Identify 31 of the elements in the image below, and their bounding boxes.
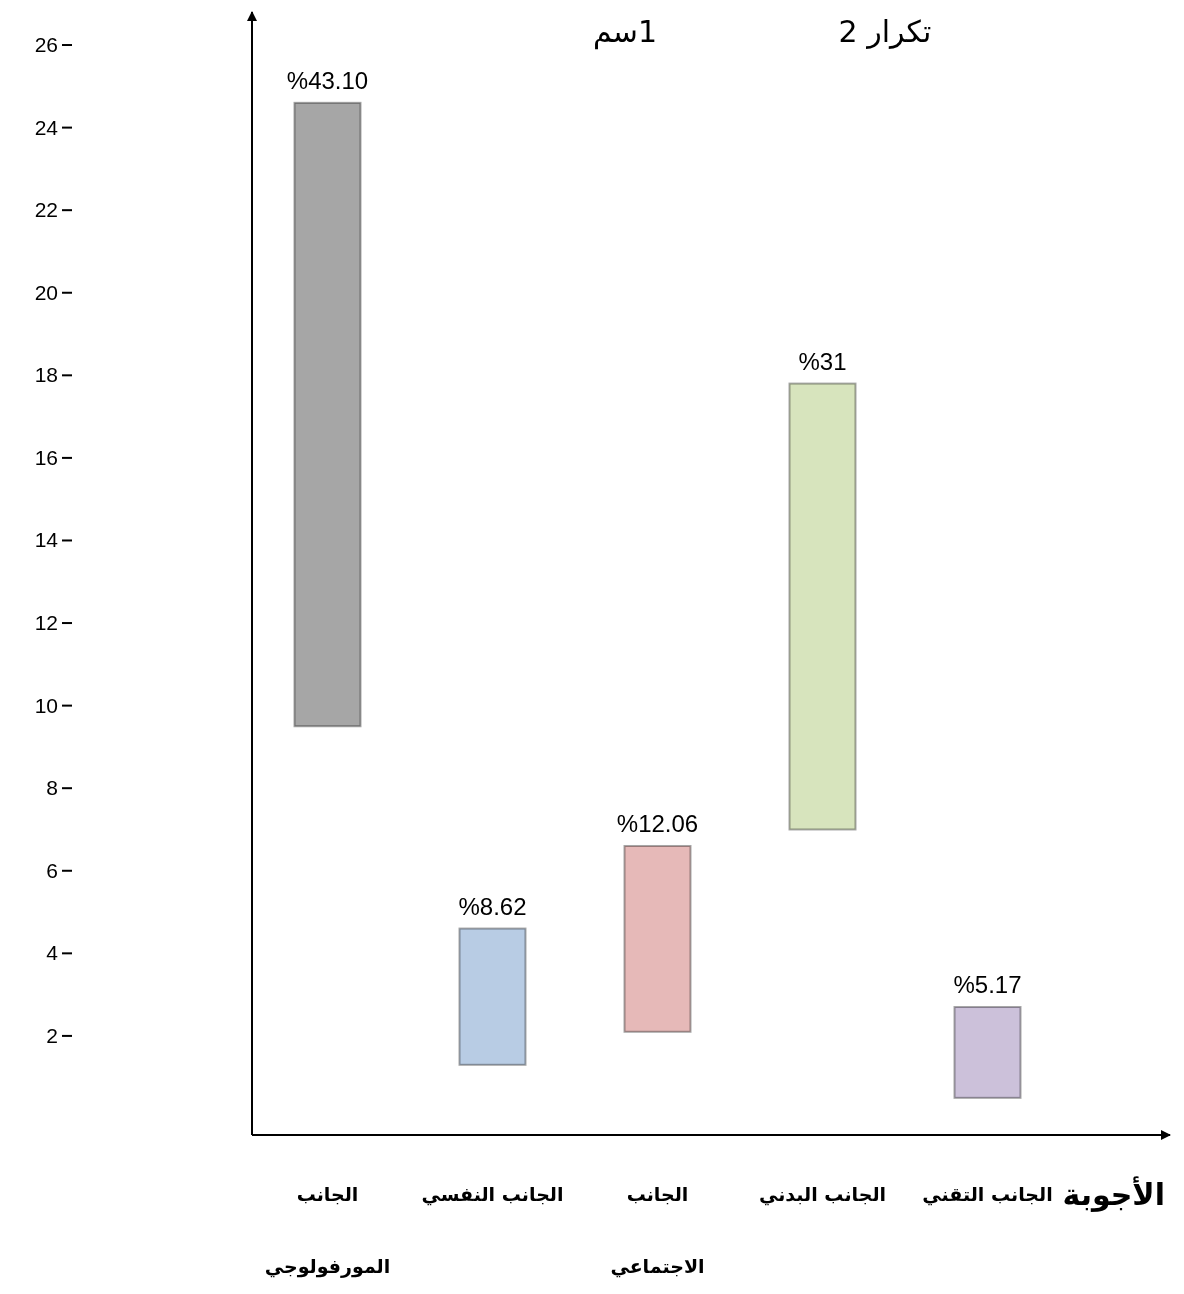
x-tick-label: الجانب النفسي (420, 1182, 565, 1208)
category-label: الجانب الاجتماعي (610, 1183, 705, 1277)
y-tick-label: 8 (46, 776, 58, 800)
bar (953, 1006, 1022, 1099)
annotation: %5.17 (953, 971, 1022, 999)
y-tick-label: 6 (46, 858, 58, 882)
annotation: %43.10 (286, 66, 369, 94)
x-tick-label: الجانب البدني (757, 1182, 888, 1208)
category-label: الجانب المورفولوجي (264, 1183, 391, 1277)
annotation: تكرار 2 (838, 14, 932, 49)
annotation: %31 (798, 347, 847, 375)
bar (623, 844, 692, 1033)
y-tick-label: 12 (34, 611, 58, 635)
y-tick-label: 18 (34, 363, 58, 387)
y-tick-label: 4 (46, 941, 59, 965)
bar (293, 101, 362, 728)
y-tick-label: 22 (34, 198, 58, 222)
annotation: %8.62 (458, 892, 527, 920)
y-tick-label: 24 (34, 115, 59, 139)
x-tick-label: الجانب التقني (921, 1182, 1054, 1208)
bar (458, 927, 527, 1066)
x-axis-title: الأجوبة (1062, 1176, 1165, 1212)
y-tick-label: 14 (34, 528, 59, 552)
annotation: 1سم (592, 14, 658, 50)
annotation: %12.06 (616, 809, 699, 837)
y-tick-label: 20 (34, 280, 58, 304)
y-tick-label: 26 (34, 33, 58, 57)
y-tick-label: 2 (46, 1023, 58, 1047)
y-tick-label: 10 (34, 693, 58, 717)
bar (788, 382, 857, 831)
y-tick-label: 16 (34, 445, 58, 469)
